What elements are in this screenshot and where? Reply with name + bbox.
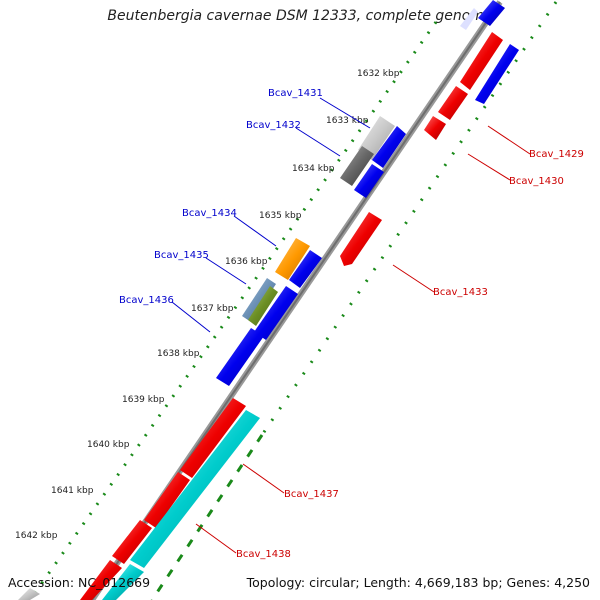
gene-label: Bcav_1434 — [182, 208, 237, 219]
gene-bcav-1435 — [242, 278, 276, 322]
gene-bcav-1432 — [340, 146, 384, 198]
tick-label: 1640 kbp — [87, 440, 130, 450]
gene-label: Bcav_1429 — [529, 149, 584, 160]
gene-bcav-1429 — [460, 32, 519, 104]
tick-label: 1632 kbp — [357, 69, 400, 79]
gene-bottom-gray — [18, 588, 40, 600]
gene-bcav-1430 — [424, 86, 468, 140]
gene-top-blue — [460, 0, 505, 30]
gc-track-inner — [28, 21, 438, 600]
tick-label: 1641 kbp — [51, 486, 94, 496]
gene-bcav-1431 — [358, 116, 406, 168]
gene-label: Bcav_1435 — [154, 250, 209, 261]
gene-label: Bcav_1438 — [236, 549, 291, 560]
gene-bcav-1437 — [80, 398, 246, 600]
tick-label: 1639 kbp — [122, 395, 165, 405]
gene-label: Bcav_1431 — [268, 88, 323, 99]
tick-label: 1638 kbp — [157, 349, 200, 359]
gene-bcav-1434 — [275, 238, 322, 288]
scale-ticks: 1632 kbp 1633 kbp 1634 kbp 1635 kbp 1636… — [15, 69, 400, 541]
gene-bcav-1433 — [340, 212, 382, 266]
gene-bcav-1436 — [216, 286, 298, 386]
tick-label: 1637 kbp — [191, 304, 234, 314]
gene-label: Bcav_1437 — [284, 489, 339, 500]
gene-label: Bcav_1433 — [433, 287, 488, 298]
tick-label: 1633 kbp — [326, 116, 369, 126]
gene-label: Bcav_1430 — [509, 176, 564, 187]
map-title: Beutenbergia cavernae DSM 12333, complet… — [107, 8, 493, 24]
gene-labels: Bcav_1431 Bcav_1432 Bcav_1434 Bcav_1435 … — [119, 88, 584, 560]
tick-label: 1636 kbp — [225, 257, 268, 267]
gene-label: Bcav_1436 — [119, 295, 174, 306]
gene-bcav-1438 — [102, 410, 260, 600]
gc-track-outer — [150, 1, 558, 600]
tick-label: 1642 kbp — [15, 531, 58, 541]
label-leaders — [171, 97, 531, 554]
gene-label: Bcav_1432 — [246, 120, 301, 131]
genome-summary-text: Topology: circular; Length: 4,669,183 bp… — [246, 575, 590, 590]
tick-label: 1634 kbp — [292, 164, 335, 174]
accession-text: Accession: NC_012669 — [8, 575, 151, 590]
tick-label: 1635 kbp — [259, 211, 302, 221]
